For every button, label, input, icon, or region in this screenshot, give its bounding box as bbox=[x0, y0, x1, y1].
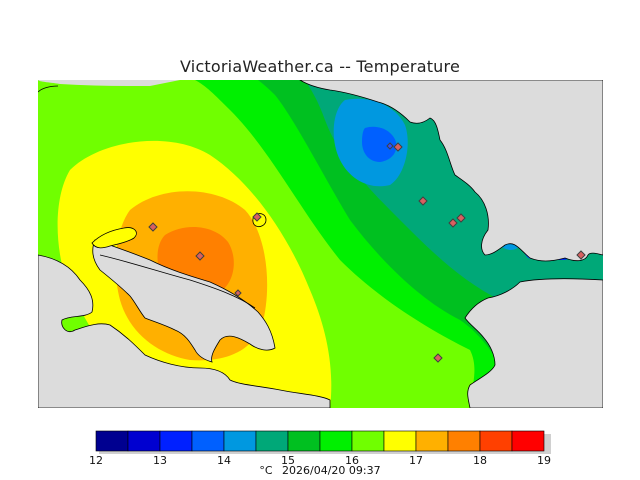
water-southeast bbox=[464, 278, 603, 408]
legend-bin bbox=[511, 430, 545, 452]
weather-stations[interactable] bbox=[148, 142, 586, 363]
legend-tick-label: 18 bbox=[473, 454, 487, 467]
timestamp: 2026/04/20 09:37 bbox=[282, 464, 381, 477]
island-west bbox=[91, 227, 137, 249]
legend-bin bbox=[319, 430, 353, 452]
station-marker[interactable] bbox=[456, 213, 466, 223]
legend-bin bbox=[351, 430, 385, 452]
legend-bin bbox=[223, 430, 257, 452]
outside-areas bbox=[38, 80, 603, 408]
unit-label: °C bbox=[259, 464, 273, 477]
station-marker[interactable] bbox=[252, 212, 262, 222]
station-marker[interactable] bbox=[393, 142, 403, 152]
legend-tick-label: 12 bbox=[89, 454, 103, 467]
station-marker[interactable] bbox=[386, 142, 394, 150]
legend-bin bbox=[287, 430, 321, 452]
water-north bbox=[38, 80, 180, 86]
legend-ticks: 12 13 14 15 16 17 18 19 bbox=[89, 454, 551, 467]
legend-bin bbox=[191, 430, 225, 452]
legend-bin bbox=[255, 430, 289, 452]
station-marker[interactable] bbox=[195, 251, 205, 261]
legend-bin bbox=[415, 430, 449, 452]
station-marker[interactable] bbox=[448, 218, 458, 228]
legend-bin bbox=[383, 430, 417, 452]
legend-tick-label: 16 bbox=[345, 454, 359, 467]
station-marker[interactable] bbox=[234, 289, 242, 297]
station-marker[interactable] bbox=[148, 222, 158, 232]
station-marker[interactable] bbox=[576, 250, 586, 260]
legend-bin bbox=[159, 430, 193, 452]
legend-tick-label: 14 bbox=[217, 454, 231, 467]
legend-tick-label: 17 bbox=[409, 454, 423, 467]
legend-tick-label: 15 bbox=[281, 454, 295, 467]
coast-inlet-line bbox=[99, 254, 256, 309]
map-title: VictoriaWeather.ca -- Temperature bbox=[180, 57, 460, 76]
band-blue-west bbox=[362, 126, 397, 162]
legend-tick-label: 13 bbox=[153, 454, 167, 467]
legend-bin bbox=[95, 430, 129, 452]
water-northeast bbox=[299, 80, 603, 262]
coastlines bbox=[38, 85, 256, 309]
legend-bin bbox=[479, 430, 513, 452]
map-footer: °C 2026/04/20 09:37 bbox=[0, 464, 640, 477]
legend-tick-label: 19 bbox=[537, 454, 551, 467]
coast-northwest bbox=[38, 85, 59, 93]
water-inlet bbox=[92, 239, 276, 363]
legend-bins bbox=[95, 430, 551, 454]
station-marker[interactable] bbox=[418, 196, 428, 206]
water-southwest bbox=[38, 254, 331, 408]
legend-bin bbox=[127, 430, 161, 452]
station-marker[interactable] bbox=[433, 353, 443, 363]
legend-bin bbox=[447, 430, 481, 452]
